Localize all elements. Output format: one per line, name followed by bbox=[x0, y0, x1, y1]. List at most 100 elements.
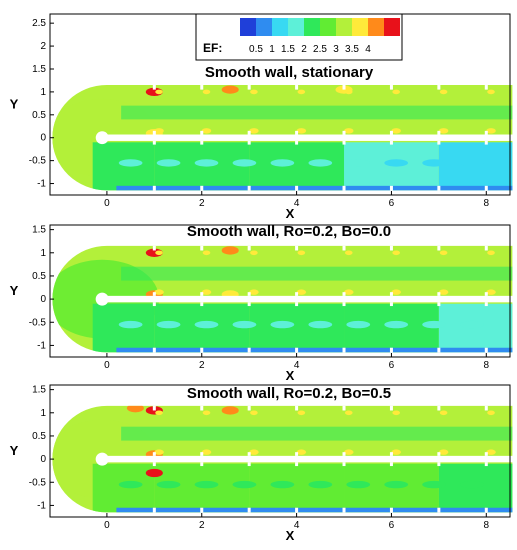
rib-marker bbox=[200, 452, 204, 456]
rib-marker bbox=[152, 85, 156, 90]
rib-mark bbox=[487, 410, 495, 416]
rib-mark bbox=[297, 89, 306, 95]
x-tick-label: 0 bbox=[104, 198, 110, 209]
colorbar-tick-label: 4 bbox=[365, 44, 371, 55]
rib-marker bbox=[437, 452, 441, 456]
rib-marker bbox=[295, 185, 299, 191]
rib-mark bbox=[201, 289, 212, 295]
rib-mark bbox=[154, 128, 164, 134]
rib-marker bbox=[437, 140, 441, 145]
rib-marker bbox=[437, 507, 441, 513]
rib-mark bbox=[391, 128, 401, 134]
x-tick-label: 4 bbox=[294, 360, 300, 371]
rib-marker bbox=[437, 130, 441, 135]
rib-mark bbox=[391, 289, 401, 295]
rib-marker bbox=[342, 140, 346, 145]
vortex-blob bbox=[232, 159, 257, 167]
axis-frame bbox=[49, 384, 511, 518]
rib-mark bbox=[155, 410, 163, 416]
rib-marker bbox=[295, 130, 299, 135]
vortex-blob bbox=[118, 159, 143, 167]
rib-mark bbox=[296, 289, 307, 295]
vortex-blob bbox=[156, 480, 181, 489]
lower-passage-band bbox=[92, 303, 155, 353]
rib-marker bbox=[152, 507, 156, 513]
colorbar-tick-label: 2 bbox=[301, 44, 307, 55]
vortex-blob bbox=[232, 320, 257, 329]
contour-panels: 0 2 4 6 8 2.5 2 1.5 1 0.5 0 -0.5 -1 X Y Smooth wall, st… bbox=[10, 13, 515, 543]
rib-marker bbox=[152, 245, 156, 251]
rib-marker bbox=[484, 452, 488, 456]
y-tick-label: 0 bbox=[40, 454, 46, 465]
rib-marker bbox=[152, 130, 156, 135]
divider-wall bbox=[102, 455, 515, 463]
lower-passage-band bbox=[92, 142, 155, 191]
x-axis-label: X bbox=[286, 206, 295, 221]
colorbar-swatch bbox=[272, 18, 288, 36]
rib-marker bbox=[437, 245, 441, 251]
rib-marker bbox=[389, 292, 393, 296]
lower-wall-streak bbox=[116, 347, 513, 353]
rib-marker bbox=[342, 462, 346, 467]
rib-mark bbox=[154, 289, 164, 295]
colorbar-swatch bbox=[368, 18, 384, 36]
rib-marker bbox=[295, 462, 299, 467]
rib-marker bbox=[342, 405, 346, 411]
y-tick-label: 0.5 bbox=[32, 431, 46, 442]
x-tick-label: 6 bbox=[389, 520, 395, 531]
rib-marker bbox=[342, 130, 346, 135]
rib-mark bbox=[250, 410, 258, 416]
x-axis-label: X bbox=[286, 368, 295, 383]
rib-marker bbox=[295, 507, 299, 513]
vortex-blob bbox=[194, 480, 219, 489]
rib-mark bbox=[486, 128, 496, 134]
rib-mark bbox=[344, 449, 354, 455]
rib-marker bbox=[389, 405, 393, 411]
y-axis-label: Y bbox=[10, 97, 19, 112]
panel-title: Smooth wall, stationary bbox=[205, 64, 374, 81]
rib-marker bbox=[247, 405, 251, 411]
lower-passage-band bbox=[438, 142, 513, 191]
rib-marker bbox=[247, 452, 251, 456]
rib-marker bbox=[389, 507, 393, 513]
vortex-blob bbox=[384, 320, 409, 329]
rib-mark bbox=[296, 449, 307, 455]
rib-mark bbox=[202, 410, 211, 416]
vortex-blob bbox=[270, 480, 295, 489]
y-tick-label: 1 bbox=[40, 408, 46, 419]
rib-mark bbox=[439, 250, 448, 256]
rib-marker bbox=[342, 302, 346, 307]
rib-mark bbox=[344, 250, 353, 256]
rib-mark bbox=[486, 449, 496, 455]
colorbar-swatch bbox=[336, 18, 352, 36]
colorbar-swatch bbox=[304, 18, 320, 36]
y-axis-label: Y bbox=[10, 283, 19, 298]
x-tick-label: 8 bbox=[484, 198, 490, 209]
rib-marker bbox=[295, 85, 299, 90]
hot-spot bbox=[126, 405, 144, 413]
rib-marker bbox=[484, 185, 488, 191]
rib-mark bbox=[154, 449, 164, 455]
rib-marker bbox=[484, 140, 488, 145]
rib-marker bbox=[200, 507, 204, 513]
colorbar-tick-label: 3.5 bbox=[345, 44, 359, 55]
rib-marker bbox=[152, 302, 156, 307]
divider-tip bbox=[95, 452, 109, 466]
rib-marker bbox=[389, 185, 393, 191]
x-tick-label: 4 bbox=[294, 520, 300, 531]
vortex-blob bbox=[422, 159, 446, 167]
rib-marker bbox=[200, 140, 204, 145]
y-tick-label: 0.5 bbox=[32, 110, 46, 121]
rib-marker bbox=[484, 507, 488, 513]
vortex-blob bbox=[308, 159, 333, 167]
upper-mid-band bbox=[121, 266, 513, 281]
rib-marker bbox=[247, 302, 251, 307]
rib-mark bbox=[392, 89, 400, 95]
rib-marker bbox=[247, 140, 251, 145]
vortex-blob bbox=[270, 320, 295, 329]
x-tick-label: 8 bbox=[484, 360, 490, 371]
rib-marker bbox=[342, 245, 346, 251]
rib-marker bbox=[247, 347, 251, 353]
rib-mark bbox=[438, 128, 449, 134]
